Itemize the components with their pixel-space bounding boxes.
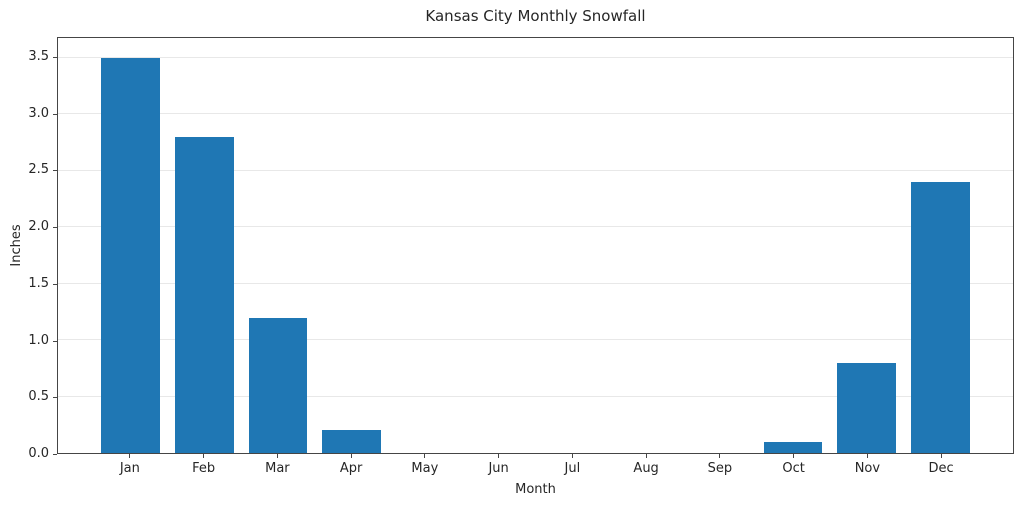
y-axis-label: Inches <box>9 224 24 267</box>
x-tick-label-jul: Jul <box>564 461 581 476</box>
x-tick-label-oct: Oct <box>782 461 805 476</box>
y-tick-mark-2.5 <box>53 170 57 172</box>
bar-slot-may <box>388 38 462 453</box>
y-tick-label-1.0: 1.0 <box>28 332 49 348</box>
y-tick-mark-0.5 <box>53 397 57 399</box>
x-tick-mark-may <box>424 454 426 458</box>
x-tick-label-jun: Jun <box>488 461 509 476</box>
x-tick-label-nov: Nov <box>854 461 881 476</box>
bar-slot-apr <box>315 38 389 453</box>
x-tick-mark-dec <box>940 454 942 458</box>
chart-title: Kansas City Monthly Snowfall <box>425 7 646 25</box>
x-tick-label-may: May <box>411 461 439 476</box>
y-tick-label-0.5: 0.5 <box>28 389 49 405</box>
x-tick-mark-nov <box>866 454 868 458</box>
x-tick-label-aug: Aug <box>633 461 659 476</box>
gridline-2.0 <box>58 226 1013 228</box>
x-tick-label-mar: Mar <box>265 461 290 476</box>
x-axis-label: Month <box>515 482 556 497</box>
bar-slot-jun <box>462 38 536 453</box>
x-tick-mark-oct <box>793 454 795 458</box>
x-tick-mark-aug <box>645 454 647 458</box>
gridline-1.0 <box>58 339 1013 341</box>
y-tick-label-2.5: 2.5 <box>28 162 49 178</box>
bar-slot-nov <box>830 38 904 453</box>
x-tick-label-dec: Dec <box>928 461 954 476</box>
bar-apr <box>322 430 381 453</box>
gridline-2.5 <box>58 169 1013 171</box>
gridline-3.0 <box>58 113 1013 115</box>
plot-area <box>57 37 1014 454</box>
x-tick-label-sep: Sep <box>707 461 733 476</box>
x-tick-mark-apr <box>350 454 352 458</box>
x-tick-mark-jan <box>129 454 131 458</box>
bar-slot-oct <box>756 38 830 453</box>
gridline-3.5 <box>58 56 1013 58</box>
y-tick-mark-0.0 <box>53 454 57 455</box>
bar-slot-mar <box>241 38 315 453</box>
y-tick-mark-3.0 <box>53 113 57 115</box>
y-tick-label-1.5: 1.5 <box>28 275 49 291</box>
x-tick-mark-feb <box>203 454 205 458</box>
x-tick-mark-sep <box>719 454 721 458</box>
y-tick-mark-1.5 <box>53 283 57 285</box>
x-tick-mark-mar <box>276 454 278 458</box>
x-tick-label-apr: Apr <box>339 461 363 476</box>
gridline-0.5 <box>58 395 1013 397</box>
y-tick-label-3.0: 3.0 <box>28 105 49 121</box>
x-tick-mark-jul <box>571 454 573 458</box>
bar-slot-jan <box>94 38 168 453</box>
bar-slot-feb <box>168 38 242 453</box>
bar-nov <box>837 362 896 453</box>
bar-slot-aug <box>609 38 683 453</box>
bar-dec <box>910 181 970 453</box>
y-tick-label-3.5: 3.5 <box>28 48 49 64</box>
x-tick-label-jan: Jan <box>119 461 140 476</box>
gridline-1.5 <box>58 282 1013 284</box>
bars-container <box>94 38 977 453</box>
y-tick-label-2.0: 2.0 <box>28 219 49 235</box>
bar-oct <box>763 441 823 453</box>
bar-slot-jul <box>535 38 609 453</box>
bar-mar <box>248 317 308 453</box>
bar-jan <box>101 57 161 453</box>
bar-slot-dec <box>903 38 977 453</box>
bar-slot-sep <box>683 38 757 453</box>
y-tick-mark-2.0 <box>53 227 57 229</box>
x-tick-label-feb: Feb <box>192 461 216 476</box>
bar-feb <box>174 136 234 453</box>
y-tick-mark-1.0 <box>53 340 57 342</box>
x-tick-mark-jun <box>498 454 500 458</box>
y-tick-mark-3.5 <box>53 56 57 58</box>
y-tick-label-0.0: 0.0 <box>28 446 49 461</box>
